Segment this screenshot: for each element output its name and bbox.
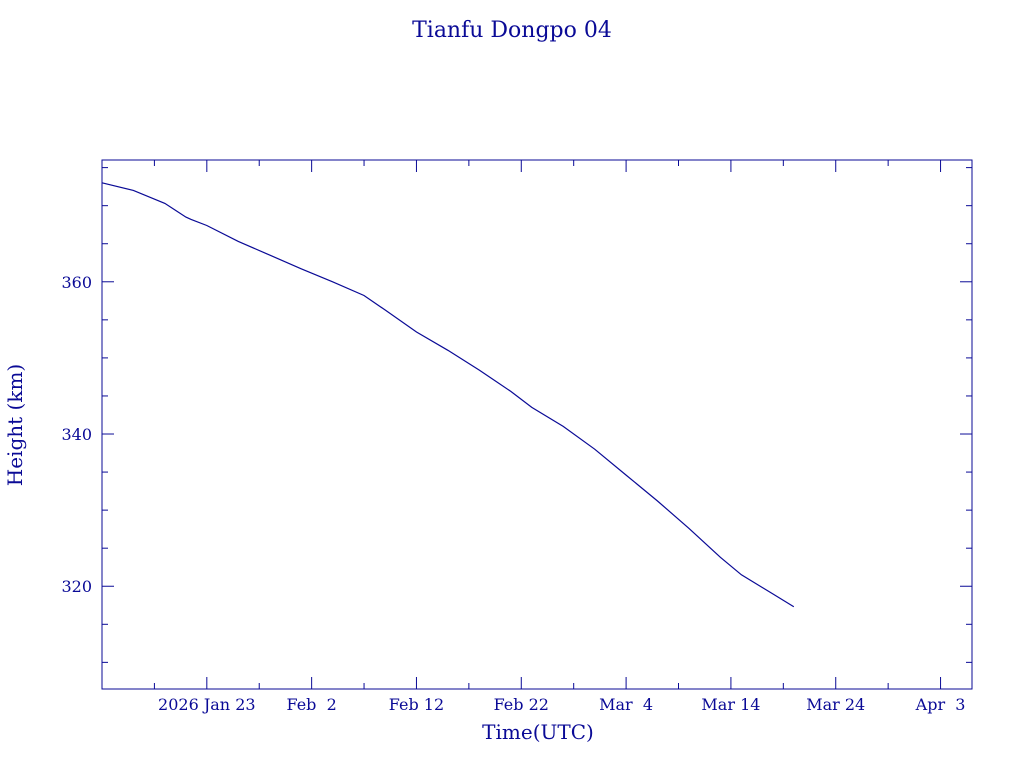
chart-title: Tianfu Dongpo 04 [412,18,612,43]
x-tick-label: Feb 22 [494,695,549,714]
y-tick-label: 360 [61,273,92,292]
x-tick-label: Mar 24 [806,695,865,714]
plot-frame [101,159,973,690]
x-tick-label: Feb 12 [389,695,444,714]
x-tick-label: Feb 2 [286,695,336,714]
plot-area: 2026 Jan 23 Feb 2 Feb 12 Feb 22 Mar 4 Mar 14 M… [61,159,973,714]
height-series-line [101,182,795,608]
y-tick-label: 320 [61,577,92,596]
x-tick-label: Apr 3 [915,695,966,714]
y-tick-label: 340 [61,425,92,444]
y-axis-label: Height (km) [3,364,27,486]
x-tick-label: Mar 14 [701,695,760,714]
x-tick-label: 2026 Jan 23 [158,695,256,714]
x-tick-label: Mar 4 [599,695,653,714]
x-axis-label: Time(UTC) [482,720,594,744]
